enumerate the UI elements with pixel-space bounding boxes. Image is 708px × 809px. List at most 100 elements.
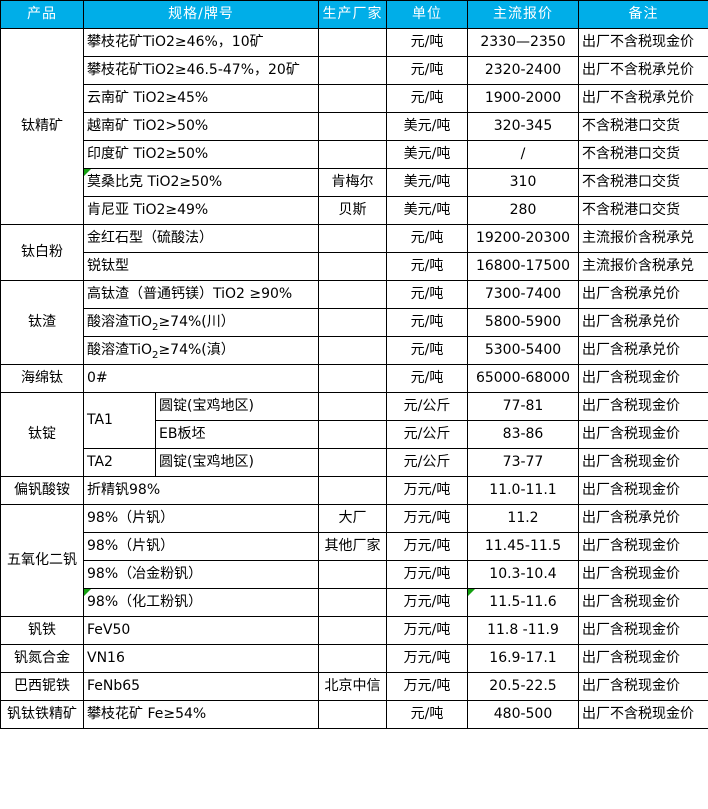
- header-unit: 单位: [386, 0, 468, 29]
- cell-remark: 出厂含税承兑价: [578, 308, 708, 337]
- cell-remark-text: 出厂含税现金价: [582, 593, 680, 610]
- cell-manufacturer: [318, 280, 387, 309]
- cell-manufacturer: [318, 420, 387, 449]
- cell-spec: 98%（片钒）: [83, 504, 319, 533]
- cell-manufacturer: [318, 224, 387, 253]
- cell-spec: 98%（片钒）: [83, 532, 319, 561]
- cell-unit-text: 元/公斤: [403, 397, 451, 414]
- cell-manufacturer: 大厂: [318, 504, 387, 533]
- cell-product-text: 钒铁: [28, 621, 56, 638]
- cell-remark: 出厂含税现金价: [578, 616, 708, 645]
- cell-unit: 元/公斤: [386, 448, 468, 477]
- cell-unit-text: 元/吨: [410, 257, 444, 274]
- cell-spec: 攀枝花矿TiO2≥46.5-47%，20矿: [83, 56, 319, 85]
- cell-spec-text: 0#: [87, 369, 108, 386]
- header-row: 产品 规格/牌号 生产厂家 单位 主流报价 备注: [0, 0, 708, 29]
- table-row: 肯尼亚 TiO2≥49% 贝斯 美元/吨 280 不含税港口交货: [1, 196, 708, 225]
- cell-remark: 不含税港口交货: [578, 168, 708, 197]
- cell-product-text: 五氧化二钒: [7, 551, 77, 568]
- cell-spec: 0#: [83, 364, 319, 393]
- header-product: 产品: [0, 0, 84, 29]
- cell-spec: 云南矿 TiO2≥45%: [83, 84, 319, 113]
- header-price: 主流报价: [467, 0, 579, 29]
- cell-product: 巴西铌铁: [0, 672, 84, 701]
- cell-product: 钒铁: [0, 616, 84, 645]
- table-row: 98%（片钒） 其他厂家 万元/吨 11.45-11.5 出厂含税现金价: [1, 532, 708, 561]
- cell-product-text: 钛渣: [28, 313, 56, 330]
- table-body: 钛精矿 攀枝花矿TiO2≥46%，10矿 元/吨 2330—2350 出厂不含税现金价攀…: [0, 28, 708, 729]
- cell-spec-text: 98%（片钒）: [87, 537, 175, 554]
- cell-product: 钒钛铁精矿: [0, 700, 84, 729]
- comment-marker-icon: [468, 589, 475, 596]
- cell-unit: 万元/吨: [386, 644, 468, 673]
- cell-price-text: 5800-5900: [484, 313, 562, 330]
- table-row: 钒钛铁精矿 攀枝花矿 Fe≥54% 元/吨 480-500 出厂不含税现金价: [0, 700, 708, 729]
- cell-manufacturer: [318, 560, 387, 589]
- cell-remark-text: 出厂含税现金价: [582, 425, 680, 442]
- cell-remark: 出厂含税承兑价: [578, 336, 708, 365]
- cell-unit: 元/吨: [386, 280, 468, 309]
- cell-unit-text: 万元/吨: [403, 677, 451, 694]
- cell-unit-text: 美元/吨: [403, 201, 451, 218]
- cell-spec-text: 圆锭(宝鸡地区): [159, 453, 254, 470]
- cell-manufacturer: [318, 84, 387, 113]
- cell-product-text: 钒钛铁精矿: [7, 705, 77, 722]
- cell-manufacturer: [318, 252, 387, 281]
- cell-spec-text: 攀枝花矿TiO2≥46.5-47%，20矿: [87, 61, 300, 78]
- cell-unit-text: 元/吨: [410, 89, 444, 106]
- cell-price-text: 7300-7400: [484, 285, 562, 302]
- cell-spec: FeNb65: [83, 672, 319, 701]
- table-row: 攀枝花矿TiO2≥46.5-47%，20矿 元/吨 2320-2400 出厂不含税承兑…: [1, 56, 708, 85]
- cell-price-text: 320-345: [493, 117, 553, 134]
- cell-unit: 元/吨: [386, 56, 468, 85]
- cell-remark-text: 出厂含税现金价: [582, 565, 680, 582]
- cell-unit: 万元/吨: [386, 616, 468, 645]
- cell-spec-text: 越南矿 TiO2>50%: [87, 117, 209, 134]
- cell-unit-text: 元/吨: [410, 229, 444, 246]
- cell-spec-text: 莫桑比克 TiO2≥50%: [87, 173, 223, 190]
- cell-product: 五氧化二钒: [0, 504, 84, 617]
- cell-unit: 万元/吨: [386, 532, 468, 561]
- cell-remark: 出厂不含税承兑价: [578, 84, 708, 113]
- cell-price-text: 77-81: [502, 397, 544, 414]
- cell-product-text: 海绵钛: [21, 369, 63, 386]
- cell-price-text: /: [520, 145, 526, 162]
- cell-spec-text: 酸溶渣TiO2≥74%(滇）: [87, 341, 235, 361]
- cell-spec: 98%（化工粉钒）: [83, 588, 319, 617]
- cell-remark: 出厂含税现金价: [578, 476, 708, 505]
- cell-unit: 元/吨: [386, 252, 468, 281]
- cell-price-text: 480-500: [493, 705, 553, 722]
- cell-spec-text: 酸溶渣TiO2≥74%(川）: [87, 313, 235, 333]
- table-row: 钛白粉 金红石型（硫酸法） 元/吨 19200-20300 主流报价含税承兑: [0, 224, 708, 281]
- cell-manufacturer: [318, 588, 387, 617]
- cell-spec: 圆锭(宝鸡地区): [155, 392, 319, 421]
- cell-price: 5800-5900: [467, 308, 579, 337]
- cell-spec-text: 云南矿 TiO2≥45%: [87, 89, 209, 106]
- cell-price-text: 11.5-11.6: [489, 593, 557, 610]
- cell-manufacturer: [318, 56, 387, 85]
- cell-price: 480-500: [467, 700, 579, 729]
- table-row: EB板坯 元/公斤 83-86 出厂含税现金价: [1, 420, 708, 449]
- cell-price-text: 2330—2350: [480, 33, 566, 50]
- cell-spec-text: 锐钛型: [87, 257, 129, 274]
- header-spec: 规格/牌号: [83, 0, 319, 29]
- cell-remark: 出厂含税现金价: [578, 420, 708, 449]
- cell-price-text: 11.8 -11.9: [487, 621, 559, 638]
- table-row: 98%（化工粉钒） 万元/吨 11.5-11.6 出厂含税现金价: [1, 588, 708, 617]
- cell-remark-text: 出厂不含税现金价: [582, 705, 694, 722]
- cell-unit-text: 美元/吨: [403, 173, 451, 190]
- table-row: 印度矿 TiO2≥50% 美元/吨 / 不含税港口交货: [1, 140, 708, 169]
- cell-unit: 万元/吨: [386, 476, 468, 505]
- cell-product: 钛精矿: [0, 28, 84, 225]
- cell-remark-text: 出厂含税承兑价: [582, 509, 680, 526]
- cell-price-text: 65000-68000: [475, 369, 571, 386]
- cell-remark-text: 不含税港口交货: [582, 201, 680, 218]
- cell-spec: 印度矿 TiO2≥50%: [83, 140, 319, 169]
- cell-unit: 美元/吨: [386, 168, 468, 197]
- cell-price-text: 16.9-17.1: [489, 649, 557, 666]
- cell-remark-text: 出厂含税现金价: [582, 481, 680, 498]
- table-row: 巴西铌铁 FeNb65 北京中信 万元/吨 20.5-22.5 出厂含税现金价: [0, 672, 708, 701]
- cell-unit-text: 美元/吨: [403, 145, 451, 162]
- cell-price-text: 1900-2000: [484, 89, 562, 106]
- cell-unit-text: 美元/吨: [403, 117, 451, 134]
